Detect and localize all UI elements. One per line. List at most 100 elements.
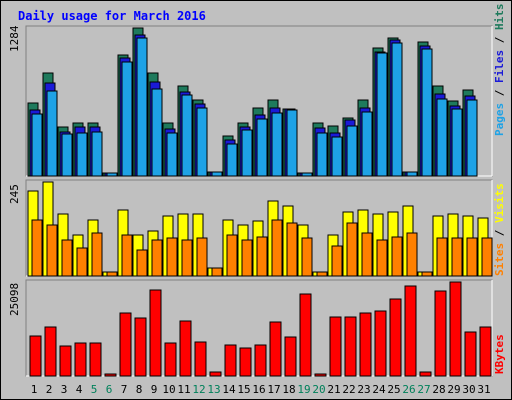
x-tick-label-23: 23 [357,383,370,396]
middle-ymax-label: 245 [8,184,21,204]
x-tick-label-25: 25 [387,383,400,396]
legend-kbytes: KBytes [493,334,506,374]
bar-kbytes-day-5 [89,342,102,377]
bar-kbytes-day-31 [479,326,492,377]
bar-pages-day-15 [241,129,253,177]
bar-pages-day-27 [421,48,433,177]
bar-sites-day-30 [466,237,478,277]
bar-pages-day-6 [106,172,118,177]
x-tick-label-13: 13 [207,383,220,396]
x-tick-label-27: 27 [417,383,430,396]
bar-sites-day-29 [451,237,463,277]
bar-sites-day-27 [421,271,433,277]
bar-sites-day-6 [106,271,118,277]
bar-pages-day-23 [361,111,373,177]
bar-kbytes-day-9 [149,289,162,377]
bar-kbytes-day-24 [374,310,387,377]
bar-pages-day-28 [436,98,448,177]
x-axis-labels: 1 2 3 4 5 6 7 8 9 10 11 12 13 14 15 16 17 18 19 20 21 22 23 24 2… [31,383,491,396]
bar-pages-day-26 [406,171,418,177]
legend-sep-2: / [493,30,506,50]
bar-pages-day-10 [166,132,178,177]
bar-pages-day-16 [256,118,268,177]
bar-pages-day-7 [121,61,133,177]
bar-sites-day-10 [166,237,178,277]
bar-sites-day-7 [121,234,133,277]
bar-kbytes-day-3 [59,345,72,377]
bar-kbytes-day-27 [419,371,432,377]
bar-kbytes-day-1 [29,335,42,377]
bar-sites-day-15 [241,239,253,277]
bar-kbytes-day-16 [254,344,267,377]
x-tick-label-10: 10 [162,383,175,396]
bar-kbytes-day-14 [224,344,237,377]
x-tick-label-16: 16 [252,383,265,396]
bar-sites-day-12 [196,237,208,277]
bar-sites-day-8 [136,249,148,277]
bar-sites-day-16 [256,236,268,277]
bar-kbytes-day-18 [284,336,297,377]
bar-sites-day-13 [211,267,223,277]
bar-kbytes-day-23 [359,312,372,377]
bar-pages-day-2 [46,90,58,177]
bar-pages-day-3 [61,133,73,177]
bar-sites-day-9 [151,239,163,277]
legend-pages: Pages [493,103,506,136]
bar-sites-day-3 [61,239,73,277]
bar-sites-day-28 [436,237,448,277]
bar-kbytes-day-10 [164,342,177,377]
bar-pages-day-24 [376,52,388,177]
bar-pages-day-9 [151,88,163,177]
middle-legend: Sites / Visits [493,183,506,276]
bar-pages-day-29 [451,108,463,177]
chart-title: Daily usage for March 2016 [18,9,206,23]
bar-kbytes-day-6 [104,373,117,377]
svg-text:KBytes: KBytes [493,334,506,374]
bar-sites-day-23 [361,232,373,277]
bar-pages-day-18 [286,109,298,177]
x-tick-label-21: 21 [327,383,340,396]
bar-sites-day-5 [91,232,103,277]
x-tick-label-8: 8 [136,383,143,396]
svg-text:Pages / Files / Hits: Pages / Files / Hits [493,4,506,137]
bar-sites-day-4 [76,247,88,277]
bars-layer [27,27,493,377]
bar-sites-day-14 [226,234,238,277]
bar-kbytes-day-4 [74,342,87,377]
x-tick-label-19: 19 [297,383,310,396]
bar-kbytes-day-13 [209,371,222,377]
svg-text:Sites / Visits: Sites / Visits [493,183,506,276]
bottom-ymax-label: 25098 [8,283,21,316]
bar-pages-day-1 [31,113,43,177]
bar-kbytes-day-30 [464,331,477,377]
bar-kbytes-day-25 [389,298,402,377]
x-tick-label-1: 1 [31,383,38,396]
x-tick-label-2: 2 [46,383,53,396]
x-tick-label-15: 15 [237,383,250,396]
bar-pages-day-11 [181,94,193,177]
bar-kbytes-day-21 [329,316,342,377]
legend-sites: Sites [493,243,506,276]
legend-sep-1: / [493,83,506,103]
x-tick-label-12: 12 [192,383,205,396]
bar-sites-day-25 [391,236,403,277]
bar-sites-day-26 [406,232,418,277]
bar-kbytes-day-15 [239,347,252,377]
x-tick-label-18: 18 [282,383,295,396]
legend-hits: Hits [493,4,506,31]
x-tick-label-6: 6 [106,383,113,396]
top-legend: Pages / Files / Hits [493,4,506,137]
x-tick-label-9: 9 [151,383,158,396]
bar-pages-day-22 [346,125,358,177]
bar-kbytes-day-17 [269,321,282,377]
bar-kbytes-day-12 [194,341,207,377]
bar-pages-day-8 [136,37,148,177]
x-tick-label-14: 14 [222,383,236,396]
bar-pages-day-19 [301,172,313,177]
bar-sites-day-2 [46,224,58,277]
bar-pages-day-25 [391,42,403,177]
x-tick-label-29: 29 [447,383,460,396]
bar-pages-day-21 [331,136,343,177]
bar-sites-day-1 [31,219,43,277]
